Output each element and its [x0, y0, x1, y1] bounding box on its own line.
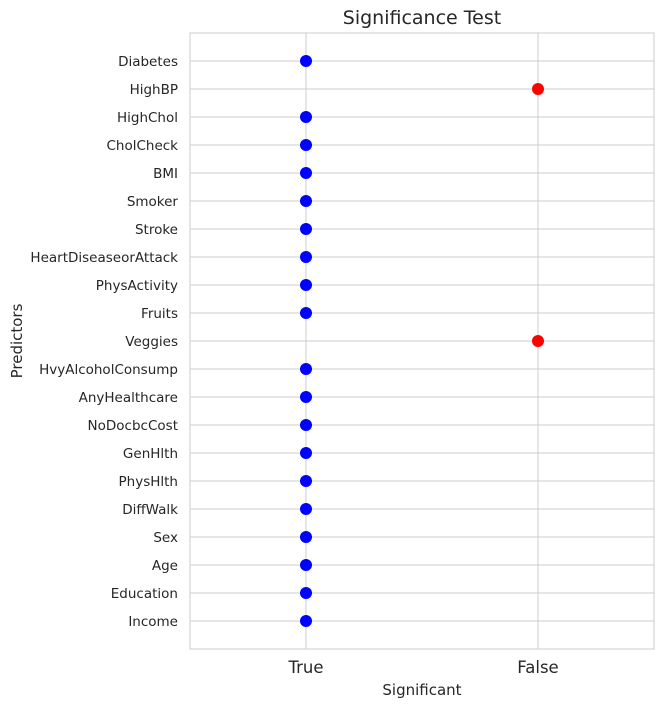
data-point-cholcheck: [300, 139, 312, 151]
y-tick-label: Sex: [153, 530, 178, 546]
x-tick-label: True: [287, 658, 323, 677]
data-point-education: [300, 587, 312, 599]
y-tick-label: Education: [111, 586, 178, 602]
x-tick-labels: True False: [287, 658, 558, 677]
y-axis-label: Predictors: [8, 303, 26, 378]
y-tick-label: Age: [152, 558, 178, 574]
data-point-hvyalcoholconsump: [300, 363, 312, 375]
y-tick-label: GenHlth: [123, 446, 178, 462]
y-tick-label: AnyHealthcare: [79, 390, 178, 406]
data-point-veggies: [532, 335, 544, 347]
data-point-sex: [300, 531, 312, 543]
y-tick-label: DiffWalk: [122, 502, 178, 518]
y-tick-label: Veggies: [125, 334, 178, 350]
y-tick-label: HvyAlcoholConsump: [39, 362, 178, 378]
data-point-anyhealthcare: [300, 391, 312, 403]
data-point-nodocbccost: [300, 419, 312, 431]
data-point-highbp: [532, 83, 544, 95]
data-point-stroke: [300, 223, 312, 235]
y-tick-label: Diabetes: [118, 54, 178, 70]
points-layer: [300, 55, 544, 627]
data-point-heartdiseaseorattack: [300, 251, 312, 263]
y-tick-label: CholCheck: [106, 138, 178, 154]
y-tick-label: NoDocbcCost: [88, 418, 178, 434]
x-axis-label: Significant: [382, 681, 461, 699]
y-tick-label: PhysActivity: [96, 278, 178, 294]
data-point-fruits: [300, 307, 312, 319]
y-tick-labels: Diabetes HighBP HighChol CholCheck BMI Smoker…: [30, 54, 178, 630]
data-point-diabetes: [300, 55, 312, 67]
data-point-income: [300, 615, 312, 627]
y-tick-label: Stroke: [135, 222, 178, 238]
y-tick-label: BMI: [153, 166, 178, 182]
y-tick-label: Income: [128, 614, 178, 630]
chart-title: Significance Test: [343, 7, 501, 29]
y-tick-label: Smoker: [127, 194, 179, 210]
data-point-diffwalk: [300, 503, 312, 515]
data-point-highchol: [300, 111, 312, 123]
data-point-age: [300, 559, 312, 571]
y-tick-label: Fruits: [141, 306, 178, 322]
y-tick-label: HighChol: [117, 110, 178, 126]
y-tick-label: HighBP: [130, 82, 178, 98]
data-point-smoker: [300, 195, 312, 207]
data-point-physactivity: [300, 279, 312, 291]
y-tick-label: PhysHlth: [119, 474, 178, 490]
data-point-physhlth: [300, 475, 312, 487]
x-tick-label: False: [517, 658, 558, 677]
plot-frame: [189, 32, 655, 650]
y-tick-label: HeartDiseaseorAttack: [30, 250, 178, 266]
data-point-genhlth: [300, 447, 312, 459]
data-point-bmi: [300, 167, 312, 179]
grid-layer: [190, 33, 654, 649]
